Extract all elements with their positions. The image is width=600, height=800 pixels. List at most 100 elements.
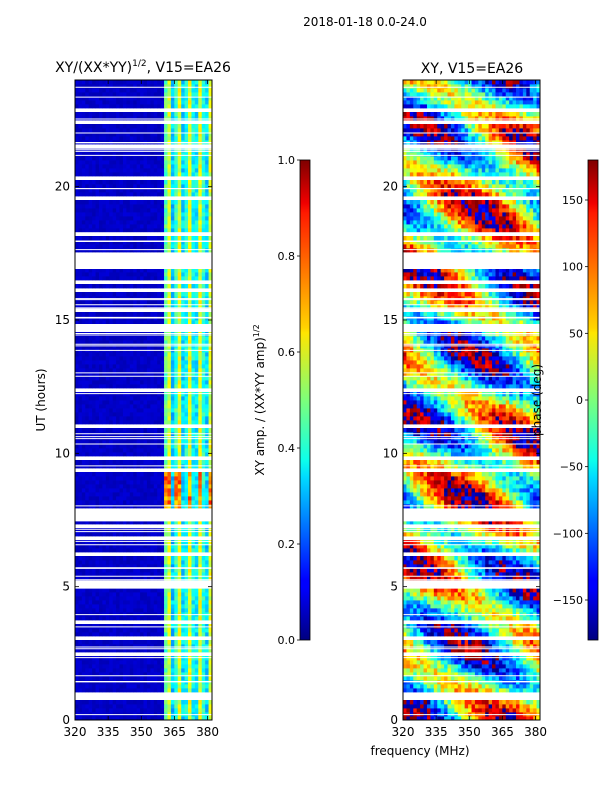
amplitude-cell xyxy=(164,104,168,109)
amplitude-cell xyxy=(143,360,148,365)
amplitude-cell xyxy=(191,648,196,653)
amplitude-cell xyxy=(184,500,189,505)
amplitude-cell xyxy=(150,384,155,389)
amplitude-cell xyxy=(119,204,124,209)
amplitude-cell xyxy=(112,268,117,273)
amplitude-cell xyxy=(81,564,86,569)
amplitude-cell xyxy=(208,180,212,185)
amplitude-cell xyxy=(205,396,209,401)
amplitude-cell xyxy=(184,384,189,389)
amplitude-cell xyxy=(133,220,138,225)
amplitude-cell xyxy=(205,368,209,373)
amplitude-cell xyxy=(153,484,158,489)
amplitude-cell xyxy=(184,540,189,545)
amplitude-cell xyxy=(75,700,79,705)
amplitude-cell xyxy=(136,556,141,561)
amplitude-cell xyxy=(160,104,165,109)
amplitude-cell xyxy=(188,460,192,465)
amplitude-cell xyxy=(105,384,110,389)
amplitude-cell xyxy=(75,164,79,169)
amplitude-cell xyxy=(184,644,189,649)
amplitude-cell xyxy=(81,400,86,405)
amplitude-cell xyxy=(153,452,158,457)
amplitude-cell xyxy=(119,320,124,325)
amplitude-cell xyxy=(140,212,144,217)
amplitude-cell xyxy=(160,568,165,573)
amplitude-cell xyxy=(174,372,179,377)
amplitude-cell xyxy=(88,172,93,177)
amplitude-cell xyxy=(181,564,186,569)
amplitude-cell xyxy=(105,400,110,405)
amplitude-cell xyxy=(112,704,117,709)
amplitude-cell xyxy=(188,492,192,497)
amplitude-cell xyxy=(81,240,86,245)
amplitude-cell xyxy=(191,440,196,445)
amplitude-cell xyxy=(85,220,90,225)
amplitude-cell xyxy=(205,128,209,133)
amplitude-cell xyxy=(153,128,158,133)
amplitude-cell xyxy=(177,376,182,381)
amplitude-cell xyxy=(88,368,93,373)
amplitude-cell xyxy=(92,400,96,405)
amplitude-cell xyxy=(81,272,86,277)
amplitude-cell xyxy=(136,448,141,453)
amplitude-cell xyxy=(140,472,144,477)
amplitude-cell xyxy=(143,460,148,465)
amplitude-cell xyxy=(194,528,199,533)
amplitude-cell xyxy=(126,92,131,97)
amplitude-cell xyxy=(184,96,189,101)
amplitude-cell xyxy=(133,540,138,545)
amplitude-cell xyxy=(167,364,172,369)
amplitude-cell xyxy=(143,384,148,389)
amplitude-cell xyxy=(146,392,151,397)
amplitude-cell xyxy=(188,180,192,185)
amplitude-cell xyxy=(201,628,206,633)
amplitude-cell xyxy=(194,276,199,281)
amplitude-cell xyxy=(98,408,103,413)
amplitude-cell xyxy=(129,188,134,193)
amplitude-cell xyxy=(116,564,120,569)
amplitude-cell xyxy=(122,272,127,277)
amplitude-cell xyxy=(177,208,182,213)
amplitude-cell xyxy=(129,236,134,241)
amplitude-cell xyxy=(75,168,79,173)
amplitude-cell xyxy=(153,592,158,597)
amplitude-cell xyxy=(188,360,192,365)
amplitude-cell xyxy=(119,628,124,633)
amplitude-cell xyxy=(181,484,186,489)
amplitude-cell xyxy=(167,616,172,621)
amplitude-cell xyxy=(105,528,110,533)
amplitude-cell xyxy=(85,604,90,609)
amplitude-cell xyxy=(95,336,100,341)
amplitude-cell xyxy=(133,616,138,621)
amplitude-cell xyxy=(126,200,131,205)
amplitude-cell xyxy=(122,672,127,677)
amplitude-cell xyxy=(167,688,172,693)
amplitude-cell xyxy=(191,472,196,477)
amplitude-cell xyxy=(122,700,127,705)
amplitude-cell xyxy=(129,384,134,389)
amplitude-cell xyxy=(157,368,162,373)
amplitude-cell xyxy=(188,608,192,613)
amplitude-cell xyxy=(153,132,158,137)
amplitude-cell xyxy=(122,160,127,165)
amplitude-cell xyxy=(194,588,199,593)
amplitude-cell xyxy=(105,284,110,289)
amplitude-cell xyxy=(112,648,117,653)
amplitude-cell xyxy=(112,240,117,245)
amplitude-cell xyxy=(88,124,93,129)
amplitude-cell xyxy=(198,676,203,681)
amplitude-cell xyxy=(181,216,186,221)
amplitude-cell xyxy=(129,332,134,337)
amplitude-cell xyxy=(88,648,93,653)
amplitude-cell xyxy=(201,116,206,121)
amplitude-cell xyxy=(157,168,162,173)
amplitude-cell xyxy=(105,124,110,129)
amplitude-cell xyxy=(181,444,186,449)
amplitude-cell xyxy=(146,640,151,645)
amplitude-cell xyxy=(81,204,86,209)
amplitude-cell xyxy=(181,416,186,421)
amplitude-cell xyxy=(95,96,100,101)
amplitude-cell xyxy=(122,180,127,185)
amplitude-cell xyxy=(167,220,172,225)
